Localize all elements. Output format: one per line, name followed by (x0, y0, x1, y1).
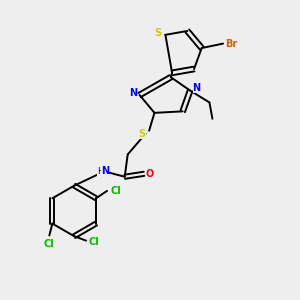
Text: Br: Br (225, 39, 238, 49)
Text: Cl: Cl (88, 237, 99, 247)
Text: O: O (146, 169, 154, 179)
Text: Cl: Cl (44, 239, 55, 249)
Text: S: S (138, 129, 146, 139)
Text: N: N (193, 83, 201, 93)
Text: N: N (129, 88, 137, 98)
Text: H: H (97, 167, 103, 176)
Text: N: N (101, 167, 109, 176)
Text: Cl: Cl (110, 186, 121, 196)
Text: S: S (154, 28, 161, 38)
